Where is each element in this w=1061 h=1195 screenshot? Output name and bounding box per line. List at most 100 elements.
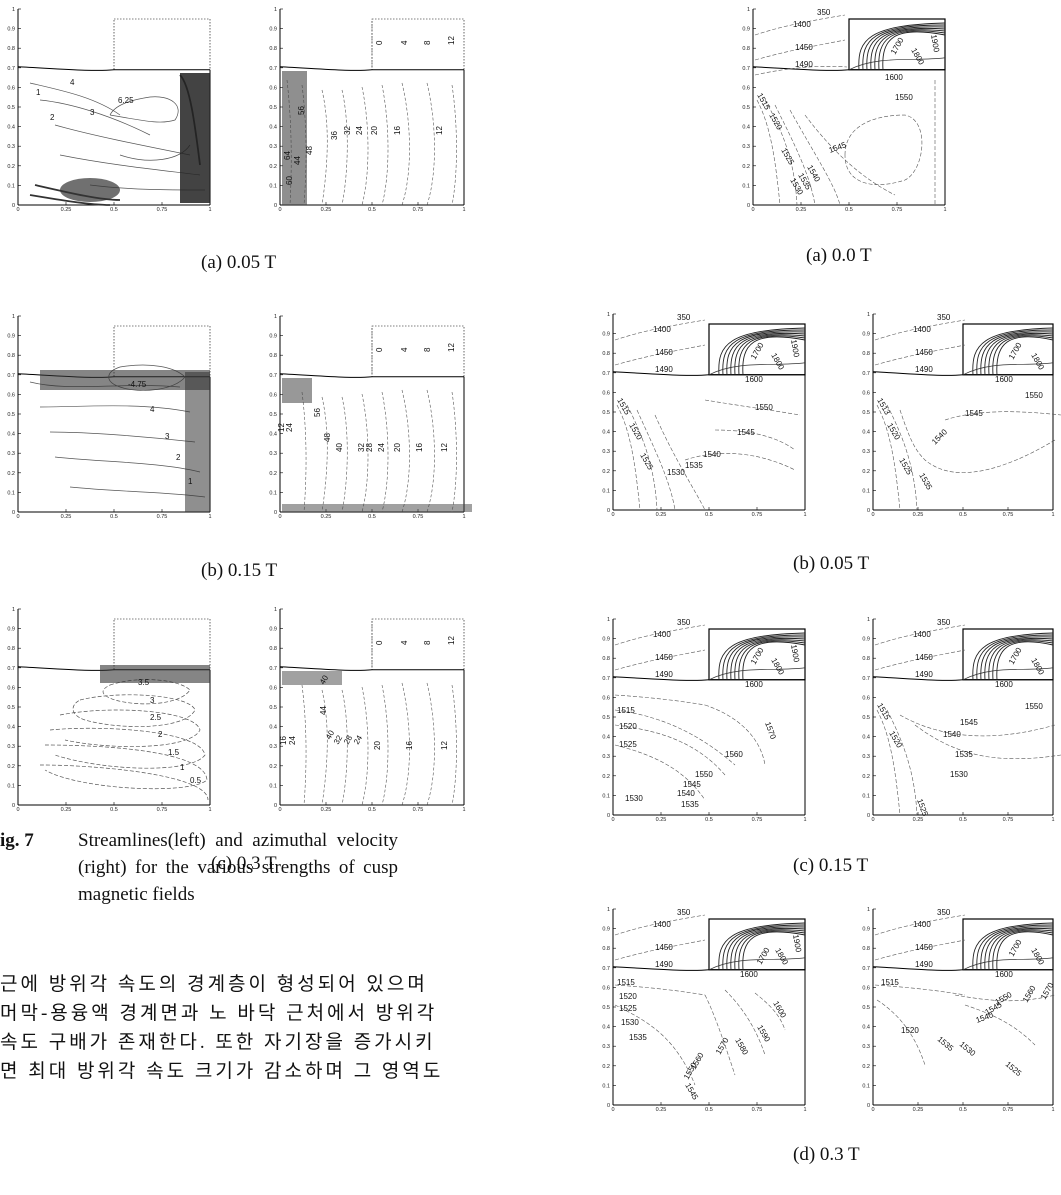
y-tick-label: 0 <box>747 203 750 209</box>
y-tick-label: 0.3 <box>862 449 870 455</box>
y-tick-label: 0.3 <box>862 754 870 760</box>
temp-label: 1545 <box>960 718 978 727</box>
x-tick-label: 1 <box>1051 512 1054 518</box>
y-tick-label: 1 <box>747 7 750 13</box>
temp-label: 1535 <box>629 1033 647 1042</box>
temp-label: 350 <box>677 908 691 917</box>
y-tick-label: 0.1 <box>862 1083 870 1089</box>
vel-label: 32 <box>357 443 366 452</box>
y-tick-label: 0.4 <box>602 430 610 436</box>
y-tick-label: 0.6 <box>7 85 15 91</box>
x-tick-label: 0.25 <box>656 1107 667 1113</box>
temp-label: 1550 <box>1025 702 1043 711</box>
temp-label: 1900 <box>791 934 803 954</box>
temp-label: 1600 <box>745 375 763 384</box>
y-tick-label: 0.2 <box>862 1064 870 1070</box>
vel-label: 44 <box>319 706 328 715</box>
temp-label: 1525 <box>1004 1060 1024 1079</box>
temp-label: 1530 <box>621 1018 639 1027</box>
y-tick-label: 0.9 <box>7 334 15 340</box>
y-tick-label: 0.5 <box>269 412 277 418</box>
y-tick-label: 0.7 <box>269 66 277 72</box>
temp-label: 350 <box>937 908 951 917</box>
temp-label: 1700 <box>1007 938 1024 958</box>
temp-label: 1450 <box>915 348 933 357</box>
temp-label: 1800 <box>909 47 926 67</box>
stream-label: 2 <box>158 730 163 739</box>
x-tick-label: 0.5 <box>110 514 118 520</box>
y-tick-label: 0.3 <box>7 144 15 150</box>
y-tick-label: 0.8 <box>7 46 15 52</box>
y-tick-label: 0 <box>274 510 277 516</box>
x-tick-label: 1 <box>208 807 211 813</box>
temp-label: 350 <box>937 618 951 627</box>
temp-label: 1450 <box>655 943 673 952</box>
x-tick-label: 0.25 <box>913 817 924 823</box>
temp-label: 1600 <box>995 680 1013 689</box>
temp-label: 1590 <box>755 1024 772 1044</box>
temp-label: 1900 <box>789 339 801 359</box>
temperature-plot-c-right: 1 0.9 0.8 0.7 0.6 0.5 0.4 0.3 0.2 0.1 00 0.25 0.5 0.7… <box>862 617 1061 823</box>
y-tick-label: 0 <box>12 510 15 516</box>
temp-label: 1560 <box>725 750 743 759</box>
x-tick-label: 1 <box>1051 1107 1054 1113</box>
temp-label: 1800 <box>1029 352 1046 372</box>
y-tick-label: 0.5 <box>862 715 870 721</box>
y-tick-label: 0.3 <box>862 1044 870 1050</box>
y-tick-label: 0.2 <box>862 774 870 780</box>
temp-label: 1490 <box>795 60 813 69</box>
temp-label: 1490 <box>655 960 673 969</box>
x-tick-label: 1 <box>803 817 806 823</box>
temp-label: 1545 <box>683 780 701 789</box>
y-tick-label: 0.5 <box>862 410 870 416</box>
temp-label: 1450 <box>795 43 813 52</box>
temp-label: 1600 <box>771 1000 788 1020</box>
temp-label: 1490 <box>655 670 673 679</box>
y-tick-label: 0.8 <box>862 351 870 357</box>
y-tick-label: 0.3 <box>742 144 750 150</box>
x-tick-label: 0 <box>16 514 19 520</box>
y-tick-label: 0.4 <box>269 725 277 731</box>
temp-label: 1400 <box>793 20 811 29</box>
vel-label: 24 <box>285 423 294 432</box>
y-tick-label: 0.9 <box>862 637 870 643</box>
x-tick-label: 0 <box>871 817 874 823</box>
y-tick-label: 0.4 <box>7 432 15 438</box>
y-tick-label: 0.3 <box>269 144 277 150</box>
temp-label: 1535 <box>917 472 934 492</box>
vel-label: 28 <box>365 443 374 452</box>
stream-label: 3 <box>150 696 155 705</box>
y-tick-label: 0.3 <box>7 451 15 457</box>
vel-label: 16 <box>279 736 288 745</box>
x-tick-label: 0.25 <box>61 807 72 813</box>
y-tick-label: 0.9 <box>602 332 610 338</box>
y-tick-label: 0.4 <box>862 430 870 436</box>
temp-label: 1600 <box>740 970 758 979</box>
y-tick-label: 0.6 <box>7 685 15 691</box>
y-tick-label: 0.1 <box>269 783 277 789</box>
y-tick-label: 0.1 <box>742 183 750 189</box>
stream-label: 0.5 <box>190 776 202 785</box>
y-tick-label: 0.5 <box>269 105 277 111</box>
temp-label: 1515 <box>881 978 899 987</box>
y-tick-label: 0.9 <box>862 332 870 338</box>
y-tick-label: 0.8 <box>269 46 277 52</box>
temp-label: 1535 <box>685 461 703 470</box>
x-tick-label: 1 <box>803 1107 806 1113</box>
vel-label: 12 <box>447 36 456 45</box>
y-tick-label: 0.7 <box>269 373 277 379</box>
y-tick-label: 0 <box>274 203 277 209</box>
x-tick-label: 0.25 <box>656 817 667 823</box>
y-tick-label: 0 <box>867 508 870 514</box>
y-tick-label: 0.8 <box>862 946 870 952</box>
vel-label: 24 <box>288 736 297 745</box>
y-tick-label: 0.3 <box>7 744 15 750</box>
temp-label: 1570 <box>763 721 778 741</box>
y-tick-label: 0.8 <box>602 656 610 662</box>
y-tick-label: 0.2 <box>269 164 277 170</box>
y-tick-label: 0.3 <box>602 1044 610 1050</box>
temp-label: 1490 <box>915 670 933 679</box>
y-tick-label: 0.6 <box>862 985 870 991</box>
x-tick-label: 0.75 <box>752 817 763 823</box>
temp-label: 1400 <box>653 630 671 639</box>
